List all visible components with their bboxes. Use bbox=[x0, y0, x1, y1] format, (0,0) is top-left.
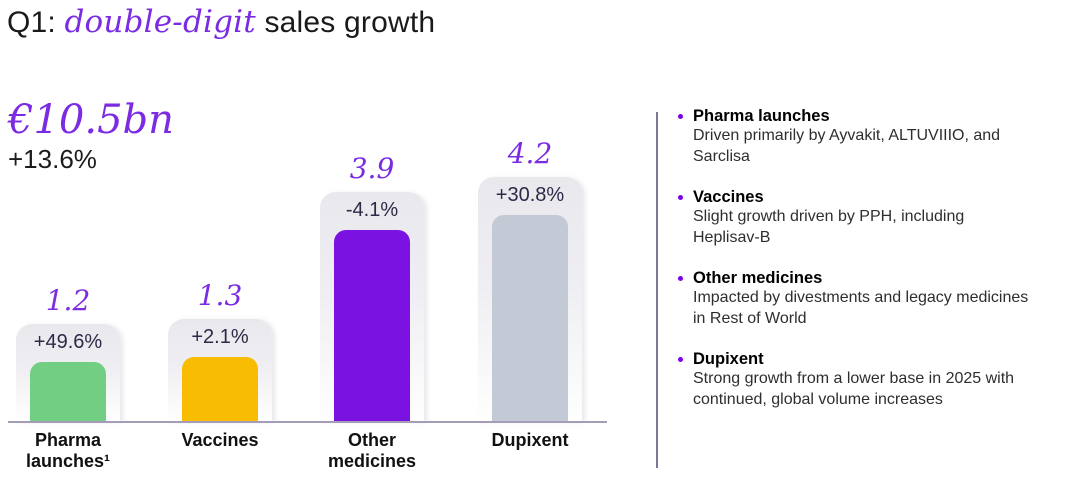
bullet-icon bbox=[678, 195, 683, 200]
note-heading: Vaccines bbox=[693, 188, 764, 206]
list-item: Vaccines Slight growth driven by PPH, in… bbox=[676, 187, 1072, 248]
list-item: Dupixent Strong growth from a lower base… bbox=[676, 349, 1072, 410]
axis-label-dupixent: Dupixent bbox=[491, 430, 569, 450]
sales-bar-chart: €10.5bn +13.6% 1.2 +49.6% 1.3 +2.1% 3.9 … bbox=[8, 98, 607, 471]
list-item: Other medicines Impacted by divestments … bbox=[676, 268, 1072, 329]
note-body: Driven primarily by Ayvakit, ALTUVIIIO, … bbox=[693, 127, 1001, 165]
total-sales-value: €10.5bn bbox=[8, 97, 174, 143]
note-heading: Other medicines bbox=[693, 269, 823, 287]
note-heading: Dupixent bbox=[693, 350, 764, 368]
bar-background-pill: +2.1% bbox=[168, 319, 272, 421]
bar-background-pill: +49.6% bbox=[16, 324, 120, 421]
bar-growth-label: +49.6% bbox=[33, 331, 103, 353]
title-suffix: sales growth bbox=[255, 6, 436, 39]
bullet-icon bbox=[678, 357, 683, 362]
axis-label-other-medicines: Other medicines bbox=[327, 430, 417, 471]
bar-value-label: 1.3 bbox=[197, 279, 243, 312]
bar-column-pharma-launches: 1.2 +49.6% bbox=[13, 284, 123, 421]
bullet-icon bbox=[678, 276, 683, 281]
bar-growth-label: +2.1% bbox=[191, 326, 249, 348]
title-prefix: Q1: bbox=[7, 6, 65, 39]
bar-column-vaccines: 1.3 +2.1% bbox=[165, 279, 275, 421]
bar-column-other-medicines: 3.9 -4.1% bbox=[317, 152, 427, 421]
note-body: Slight growth driven by PPH, including H… bbox=[693, 208, 965, 246]
axis-label-pharma-launches: Pharma launches¹ bbox=[25, 430, 111, 471]
bar-pharma-launches bbox=[30, 362, 106, 421]
total-sales-summary: €10.5bn +13.6% bbox=[8, 98, 174, 175]
vertical-divider bbox=[656, 112, 658, 468]
bar-growth-label: +30.8% bbox=[495, 184, 565, 206]
note-body: Strong growth from a lower base in 2025 … bbox=[693, 370, 1015, 408]
bullet-icon bbox=[678, 114, 683, 119]
bar-value-label: 4.2 bbox=[507, 137, 553, 170]
total-sales-growth: +13.6% bbox=[8, 144, 97, 174]
x-axis-baseline bbox=[8, 421, 607, 423]
bar-background-pill: +30.8% bbox=[478, 177, 582, 421]
bar-background-pill: -4.1% bbox=[320, 192, 424, 421]
note-body: Impacted by divestments and legacy medic… bbox=[693, 289, 1029, 327]
title-highlight: double-digit bbox=[64, 4, 256, 40]
page-title: Q1: double-digit sales growth bbox=[7, 4, 435, 40]
note-heading: Pharma launches bbox=[693, 107, 830, 125]
commentary-list: Pharma launches Driven primarily by Ayva… bbox=[676, 106, 1072, 430]
list-item: Pharma launches Driven primarily by Ayva… bbox=[676, 106, 1072, 167]
bar-value-label: 1.2 bbox=[45, 284, 91, 317]
bar-dupixent bbox=[492, 215, 568, 421]
bar-value-label: 3.9 bbox=[349, 152, 395, 185]
bar-growth-label: -4.1% bbox=[345, 199, 399, 221]
bar-vaccines bbox=[182, 357, 258, 421]
bar-column-dupixent: 4.2 +30.8% bbox=[475, 137, 585, 421]
bar-other-medicines bbox=[334, 230, 410, 421]
axis-label-vaccines: Vaccines bbox=[181, 430, 259, 450]
